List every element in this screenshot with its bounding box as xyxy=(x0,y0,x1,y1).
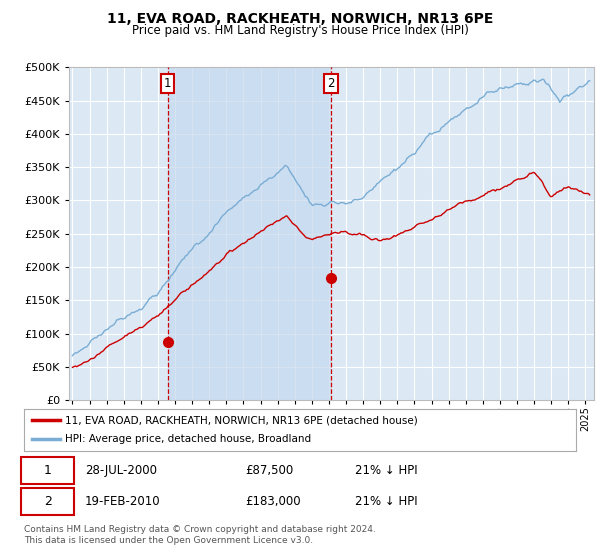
Bar xyxy=(167,67,331,400)
Text: Contains HM Land Registry data © Crown copyright and database right 2024.
This d: Contains HM Land Registry data © Crown c… xyxy=(24,525,376,545)
Text: 2: 2 xyxy=(327,77,335,90)
Text: 28-JUL-2000: 28-JUL-2000 xyxy=(85,464,157,477)
Text: 2: 2 xyxy=(44,494,52,508)
FancyBboxPatch shape xyxy=(21,488,74,515)
FancyBboxPatch shape xyxy=(21,457,74,484)
Text: 21% ↓ HPI: 21% ↓ HPI xyxy=(355,494,418,508)
Text: £87,500: £87,500 xyxy=(245,464,293,477)
Text: HPI: Average price, detached house, Broadland: HPI: Average price, detached house, Broa… xyxy=(65,435,311,445)
Text: 11, EVA ROAD, RACKHEATH, NORWICH, NR13 6PE: 11, EVA ROAD, RACKHEATH, NORWICH, NR13 6… xyxy=(107,12,493,26)
Text: 21% ↓ HPI: 21% ↓ HPI xyxy=(355,464,418,477)
Text: 1: 1 xyxy=(164,77,172,90)
Text: £183,000: £183,000 xyxy=(245,494,301,508)
Text: Price paid vs. HM Land Registry's House Price Index (HPI): Price paid vs. HM Land Registry's House … xyxy=(131,24,469,36)
Text: 1: 1 xyxy=(44,464,52,477)
Text: 11, EVA ROAD, RACKHEATH, NORWICH, NR13 6PE (detached house): 11, EVA ROAD, RACKHEATH, NORWICH, NR13 6… xyxy=(65,415,418,425)
Text: 19-FEB-2010: 19-FEB-2010 xyxy=(85,494,160,508)
